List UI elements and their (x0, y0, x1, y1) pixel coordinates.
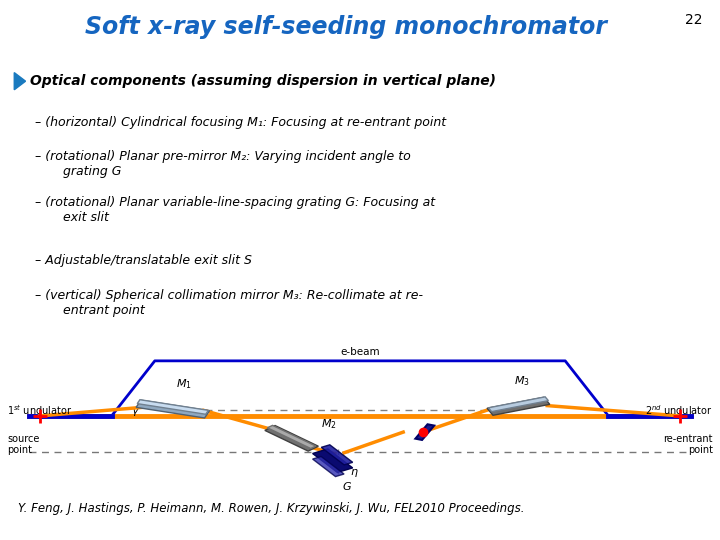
Text: $1^{st}$ undulator: $1^{st}$ undulator (7, 403, 73, 417)
Polygon shape (488, 397, 549, 411)
Polygon shape (265, 426, 318, 451)
Text: $\gamma$: $\gamma$ (131, 407, 140, 418)
Text: Optical components (assuming dispersion in vertical plane): Optical components (assuming dispersion … (30, 74, 497, 88)
Text: re-entrant
point: re-entrant point (663, 434, 713, 455)
Text: – (rotational) Planar variable-line-spacing grating G: Focusing at
       exit s: – (rotational) Planar variable-line-spac… (35, 196, 436, 224)
Text: $M_3$: $M_3$ (514, 375, 530, 388)
Text: source
point: source point (7, 434, 40, 455)
Text: Y. Feng, J. Hastings, P. Heimann, M. Rowen, J. Krzywinski, J. Wu, FEL2010 Procee: Y. Feng, J. Hastings, P. Heimann, M. Row… (18, 502, 524, 516)
Text: $M_2$: $M_2$ (321, 417, 337, 431)
Polygon shape (138, 400, 208, 414)
Text: – Adjustable/translatable exit slit S: – Adjustable/translatable exit slit S (35, 254, 252, 267)
Text: – (horizontal) Cylindrical focusing M₁: Focusing at re-entrant point: – (horizontal) Cylindrical focusing M₁: … (35, 116, 446, 129)
Polygon shape (487, 397, 550, 415)
Polygon shape (14, 72, 25, 90)
Polygon shape (415, 424, 434, 440)
Polygon shape (136, 400, 210, 418)
Text: $\eta$: $\eta$ (350, 468, 359, 480)
Text: – (rotational) Planar pre-mirror M₂: Varying incident angle to
       grating G: – (rotational) Planar pre-mirror M₂: Var… (35, 150, 411, 178)
Polygon shape (312, 449, 353, 472)
Polygon shape (312, 456, 344, 477)
Text: – (vertical) Spherical collimation mirror M₃: Re-collimate at re-
       entrant: – (vertical) Spherical collimation mirro… (35, 289, 423, 317)
Polygon shape (267, 426, 316, 449)
Text: e-beam: e-beam (340, 347, 380, 357)
Polygon shape (321, 445, 353, 465)
Text: $M_1$: $M_1$ (176, 377, 192, 391)
Text: 22: 22 (685, 14, 702, 28)
Text: Soft x-ray self-seeding monochromator: Soft x-ray self-seeding monochromator (84, 15, 606, 39)
Text: $G$: $G$ (342, 480, 352, 492)
Text: $2^{nd}$ undulator: $2^{nd}$ undulator (645, 403, 713, 417)
